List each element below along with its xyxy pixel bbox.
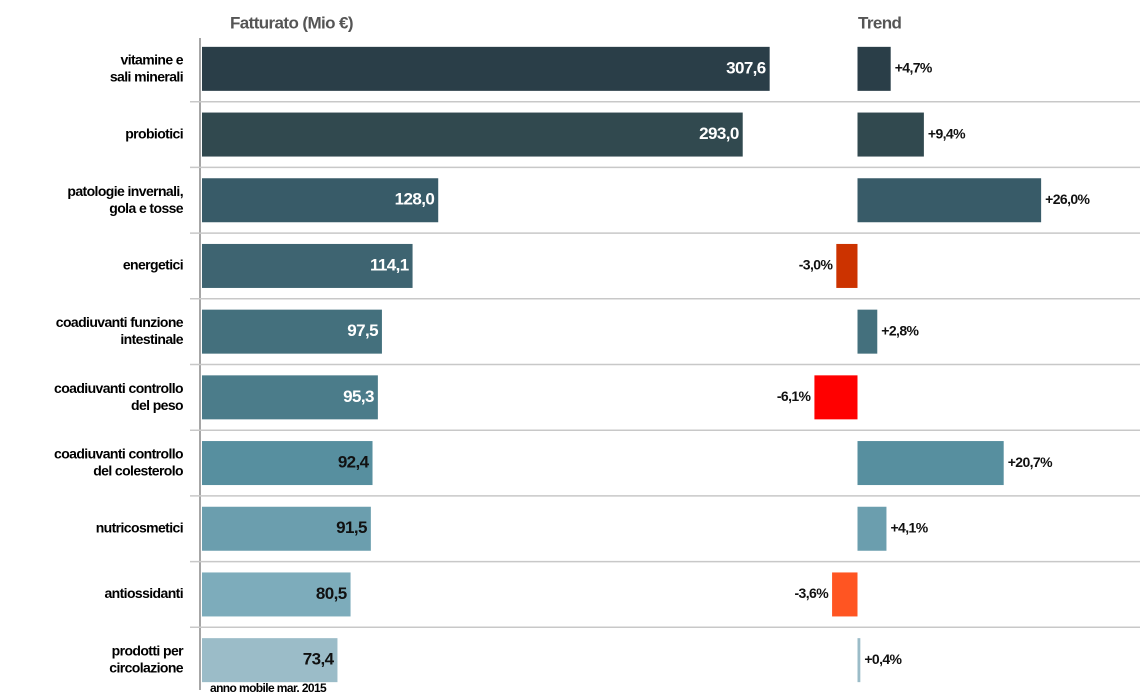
category-label: energetici bbox=[123, 257, 183, 273]
bar bbox=[202, 112, 743, 157]
bar bbox=[857, 46, 891, 91]
category-label: prodotti per circolazione bbox=[109, 642, 184, 675]
value-label: +4,1% bbox=[890, 519, 928, 535]
category-label: nutricosmetici bbox=[96, 519, 183, 535]
value-label: 114,1 bbox=[370, 255, 409, 274]
bar bbox=[202, 506, 371, 551]
axis-label: Trend bbox=[858, 13, 902, 32]
note: anno mobile mar. 2015 bbox=[210, 681, 327, 695]
value-label: +4,7% bbox=[895, 60, 933, 76]
value-label: -3,0% bbox=[799, 257, 834, 273]
value-label: 80,5 bbox=[316, 584, 347, 603]
value-label: 73,4 bbox=[303, 650, 335, 669]
bar bbox=[202, 243, 413, 288]
value-label: 293,0 bbox=[699, 124, 739, 143]
category-label: coadiuvanti controllo del peso bbox=[54, 380, 183, 413]
value-label: 92,4 bbox=[338, 453, 370, 472]
category-label: coadiuvanti funzione intestinale bbox=[56, 314, 184, 347]
bar bbox=[202, 638, 338, 683]
bar bbox=[857, 506, 887, 551]
value-label: +26,0% bbox=[1045, 191, 1090, 207]
value-label: +0,4% bbox=[864, 651, 902, 667]
category-label: antiossidanti bbox=[104, 585, 183, 601]
category-label: coadiuvanti controllo del colesterolo bbox=[54, 445, 183, 478]
value-label: 91,5 bbox=[336, 518, 367, 537]
value-label: -6,1% bbox=[777, 388, 812, 404]
value-label: +9,4% bbox=[928, 125, 966, 141]
bar bbox=[836, 243, 858, 288]
value-label: 128,0 bbox=[395, 190, 435, 209]
bar bbox=[832, 572, 858, 617]
category-label: vitamine e sali minerali bbox=[110, 51, 184, 84]
value-label: 307,6 bbox=[726, 58, 766, 77]
value-label: +20,7% bbox=[1008, 454, 1053, 470]
bar bbox=[814, 375, 858, 420]
value-label: 95,3 bbox=[343, 387, 374, 406]
category-label: patologie invernali, gola e tosse bbox=[67, 182, 183, 215]
bar bbox=[202, 441, 373, 486]
bar bbox=[202, 309, 382, 354]
bar bbox=[857, 638, 861, 683]
bar bbox=[857, 441, 1004, 486]
bar bbox=[857, 112, 924, 157]
axis-label: Fatturato (Mio €) bbox=[230, 13, 353, 32]
bar bbox=[857, 178, 1042, 223]
bar bbox=[857, 309, 878, 354]
category-label: probiotici bbox=[125, 125, 183, 141]
bar bbox=[202, 375, 378, 420]
bar bbox=[202, 178, 439, 223]
value-label: +2,8% bbox=[881, 322, 919, 338]
bar bbox=[202, 46, 770, 91]
bar bbox=[202, 572, 351, 617]
value-label: 97,5 bbox=[347, 321, 378, 340]
value-label: -3,6% bbox=[794, 585, 829, 601]
